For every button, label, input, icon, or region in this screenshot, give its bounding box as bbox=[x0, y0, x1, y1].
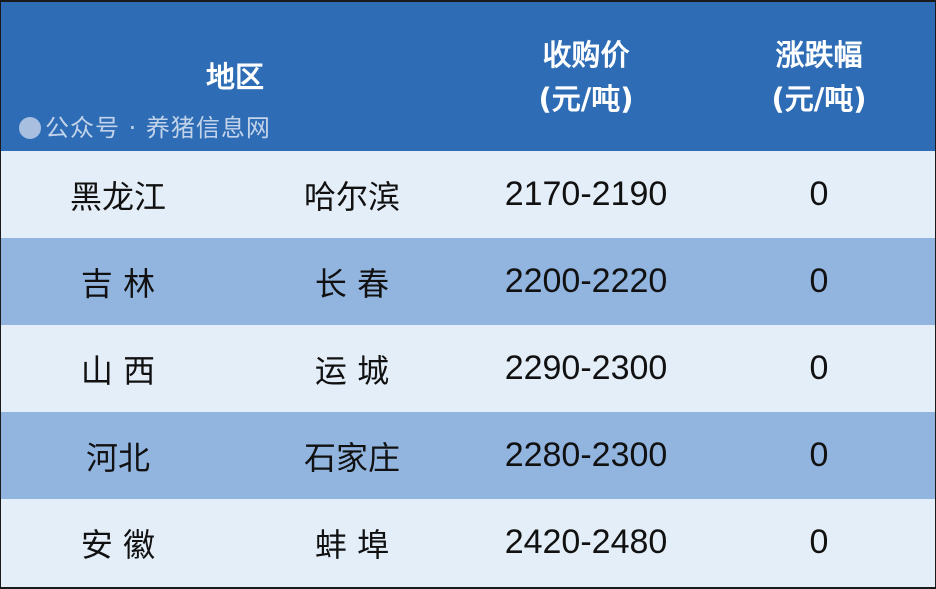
header-change-line1: 涨跌幅 bbox=[775, 37, 863, 72]
city-cell: 长 春 bbox=[235, 238, 470, 325]
price-cell: 2420-2480 bbox=[469, 499, 704, 586]
watermark-text: 公众号 · 养猪信息网 bbox=[45, 114, 271, 142]
table-row: 黑龙江 哈尔滨 2170-2190 0 bbox=[1, 151, 935, 238]
change-cell: 0 bbox=[703, 412, 935, 499]
header-price: 收购价 (元/吨) bbox=[469, 2, 704, 151]
header-region-label: 地区 bbox=[206, 59, 265, 94]
header-region: 地区 bbox=[1, 2, 470, 151]
change-cell: 0 bbox=[703, 238, 935, 325]
change-cell: 0 bbox=[703, 151, 935, 238]
table-header-row: 地区 收购价 (元/吨) 涨跌幅 (元/吨) bbox=[1, 2, 935, 151]
province-cell: 河北 bbox=[1, 412, 235, 499]
province-cell: 黑龙江 bbox=[1, 151, 235, 238]
table-row: 河北 石家庄 2280-2300 0 bbox=[1, 412, 935, 499]
city-cell: 石家庄 bbox=[235, 412, 470, 499]
price-cell: 2290-2300 bbox=[469, 325, 704, 412]
price-cell: 2200-2220 bbox=[469, 238, 704, 325]
price-cell: 2280-2300 bbox=[469, 412, 704, 499]
header-price-line2: (元/吨) bbox=[538, 81, 634, 116]
city-cell: 哈尔滨 bbox=[235, 151, 470, 238]
header-change-line2: (元/吨) bbox=[771, 81, 867, 116]
table-row: 吉 林 长 春 2200-2220 0 bbox=[1, 238, 935, 325]
price-cell: 2170-2190 bbox=[469, 151, 704, 238]
table-row: 山 西 运 城 2290-2300 0 bbox=[1, 325, 935, 412]
change-cell: 0 bbox=[703, 325, 935, 412]
province-cell: 安 徽 bbox=[1, 499, 235, 586]
change-cell: 0 bbox=[703, 499, 935, 586]
watermark: 公众号 · 养猪信息网 bbox=[19, 114, 271, 142]
wechat-icon bbox=[19, 117, 41, 139]
province-cell: 吉 林 bbox=[1, 238, 235, 325]
header-change: 涨跌幅 (元/吨) bbox=[703, 2, 935, 151]
table-row: 安 徽 蚌 埠 2420-2480 0 bbox=[1, 499, 935, 586]
city-cell: 蚌 埠 bbox=[235, 499, 470, 586]
header-price-line1: 收购价 bbox=[542, 37, 630, 72]
province-cell: 山 西 bbox=[1, 325, 235, 412]
city-cell: 运 城 bbox=[235, 325, 470, 412]
